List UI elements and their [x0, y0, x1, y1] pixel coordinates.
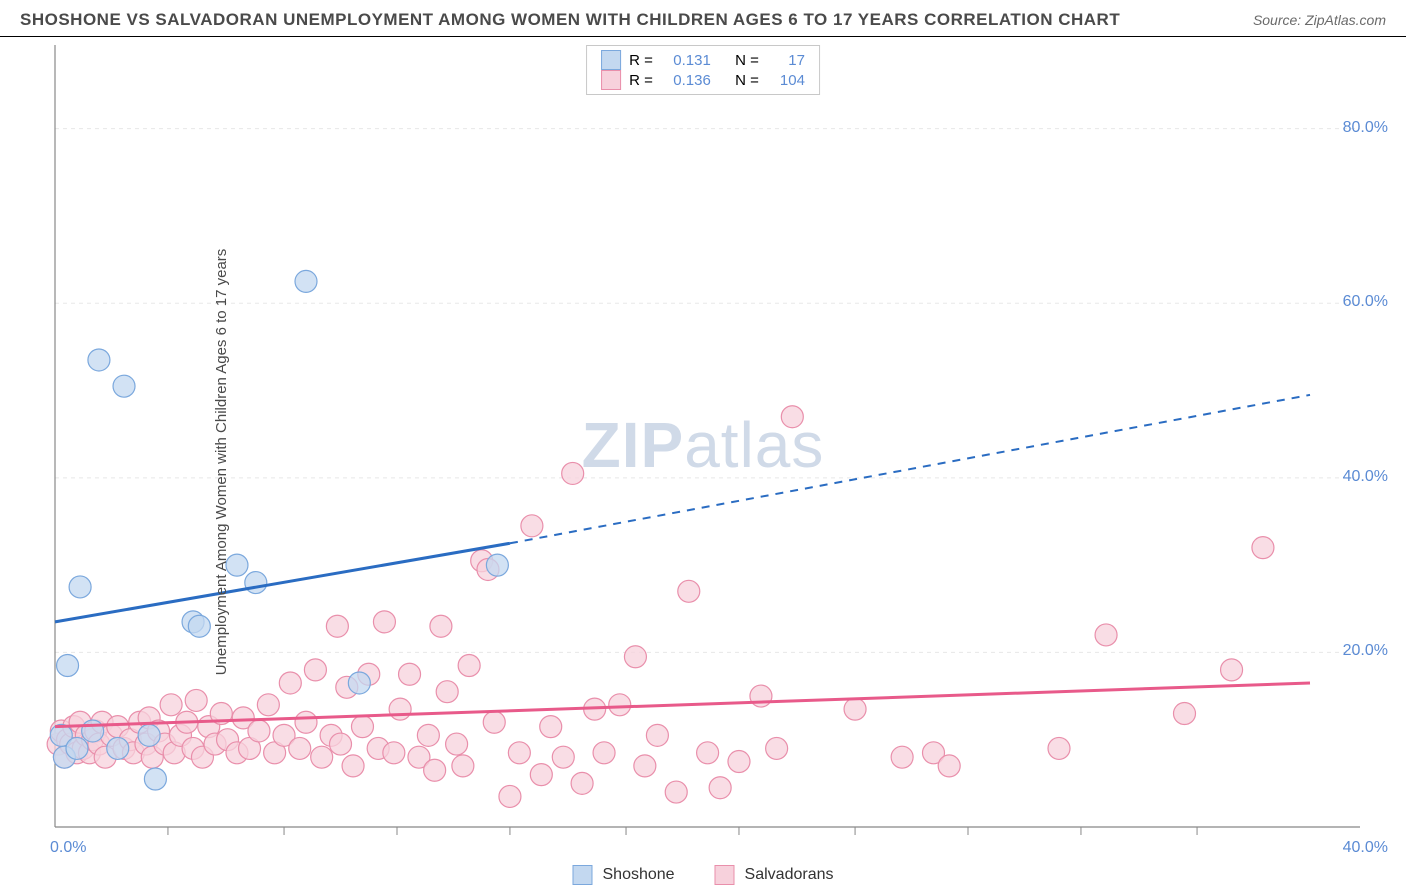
salvadorans-label: Salvadorans	[745, 866, 834, 884]
y-tick-label: 60.0%	[1343, 293, 1388, 311]
n-label: N =	[735, 52, 759, 69]
salvadorans-swatch	[601, 70, 621, 90]
y-axis-label: Unemployment Among Women with Children A…	[213, 249, 230, 676]
shoshone-r-value: 0.131	[661, 52, 711, 69]
legend-item-salvadorans: Salvadorans	[715, 865, 834, 885]
shoshone-swatch	[601, 50, 621, 70]
chart-source: Source: ZipAtlas.com	[1253, 12, 1386, 28]
source-prefix: Source:	[1253, 12, 1305, 28]
series-legend: Shoshone Salvadorans	[572, 865, 833, 885]
salvadorans-n-value: 104	[767, 72, 805, 89]
y-tick-label: 40.0%	[1343, 468, 1388, 486]
scatter-chart	[0, 37, 1406, 867]
n-label: N =	[735, 72, 759, 89]
x-tick-label: 0.0%	[50, 839, 86, 857]
r-label: R =	[629, 72, 653, 89]
y-tick-label: 80.0%	[1343, 119, 1388, 137]
legend-item-shoshone: Shoshone	[572, 865, 674, 885]
correlation-legend: R = 0.131 N = 17 R = 0.136 N = 104	[586, 45, 820, 95]
source-name: ZipAtlas.com	[1305, 12, 1386, 28]
chart-area: Unemployment Among Women with Children A…	[0, 37, 1406, 887]
x-tick-label: 40.0%	[1343, 839, 1388, 857]
chart-title: SHOSHONE VS SALVADORAN UNEMPLOYMENT AMON…	[20, 10, 1120, 30]
shoshone-label: Shoshone	[602, 866, 674, 884]
legend-row-shoshone: R = 0.131 N = 17	[601, 50, 805, 70]
shoshone-swatch-icon	[572, 865, 592, 885]
chart-header: SHOSHONE VS SALVADORAN UNEMPLOYMENT AMON…	[0, 0, 1406, 37]
salvadorans-swatch-icon	[715, 865, 735, 885]
shoshone-n-value: 17	[767, 52, 805, 69]
r-label: R =	[629, 52, 653, 69]
y-tick-label: 20.0%	[1343, 642, 1388, 660]
legend-row-salvadorans: R = 0.136 N = 104	[601, 70, 805, 90]
salvadorans-r-value: 0.136	[661, 72, 711, 89]
